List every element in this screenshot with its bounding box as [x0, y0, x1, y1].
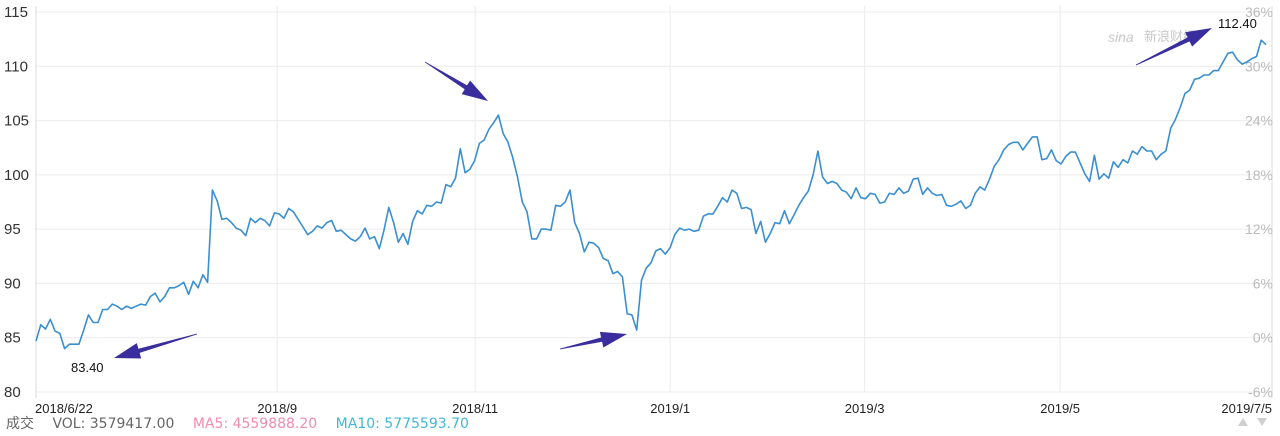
chart-grid	[35, 6, 1273, 398]
x-tick-label-5: 2019/5	[1040, 401, 1080, 416]
y-tick-label-0: 80	[4, 384, 21, 401]
y-tick-label-3: 95	[4, 221, 21, 238]
volume-value: VOL: 3579417.00	[52, 416, 175, 432]
series-layer	[35, 39, 1267, 350]
y2-tick-label-6: 30%	[1245, 58, 1273, 74]
y2-tick-label-0: -6%	[1248, 384, 1273, 400]
y-axis-ticks: 80 85 90 95 100 105 110 115	[4, 4, 29, 401]
y-tick-label-6: 110	[4, 58, 28, 75]
x-tick-label-0: 2018/6/22	[35, 401, 93, 416]
x-tick-label-3: 2019/1	[650, 401, 690, 416]
ma5-value: MA5: 4559888.20	[192, 416, 318, 432]
y-tick-label-2: 90	[4, 275, 21, 292]
y-tick-label-5: 105	[4, 113, 29, 130]
arrow-peak-icon	[424, 61, 488, 101]
y2-tick-label-7: 36%	[1245, 4, 1273, 20]
volume-label: 成交	[6, 416, 34, 432]
x-axis-ticks: 2018/6/22 2018/9 2018/11 2019/1 2019/3 2019/5…	[35, 401, 1272, 416]
scroll-up-icon[interactable]	[1238, 418, 1248, 426]
y2-tick-label-4: 18%	[1245, 167, 1273, 183]
annotation-labels: 83.40 112.40	[71, 16, 1257, 375]
arrow-low-start-icon	[114, 333, 198, 359]
x-tick-label-1: 2018/9	[257, 401, 297, 416]
annotation-low: 83.40	[71, 360, 104, 375]
y2-tick-label-3: 12%	[1245, 221, 1273, 237]
x-tick-label-2: 2018/11	[452, 401, 498, 416]
y2-tick-label-5: 24%	[1245, 113, 1273, 129]
price-series-line	[35, 39, 1267, 350]
y2-tick-label-2: 6%	[1253, 275, 1273, 291]
arrow-trough-icon	[559, 331, 627, 350]
scroll-down-icon[interactable]	[1257, 418, 1267, 426]
arrow-high-end-icon	[1135, 28, 1212, 66]
y-tick-label-4: 100	[4, 167, 29, 184]
y2-tick-label-1: 0%	[1253, 330, 1273, 346]
y-tick-label-7: 115	[4, 4, 28, 21]
annotation-high: 112.40	[1218, 16, 1257, 31]
watermark-brand: sina	[1108, 29, 1134, 45]
volume-footer: 成交 VOL: 3579417.00 MA5: 4559888.20 MA10:…	[6, 413, 483, 433]
annotation-arrows	[114, 28, 1212, 359]
x-tick-label-6: 2019/7/5	[1221, 401, 1272, 416]
y2-axis-ticks: -6% 0% 6% 12% 18% 24% 30% 36%	[1245, 4, 1273, 400]
ma10-value: MA10: 5775593.70	[335, 416, 469, 432]
y-tick-label-1: 85	[4, 330, 21, 347]
x-tick-label-4: 2019/3	[845, 401, 885, 416]
